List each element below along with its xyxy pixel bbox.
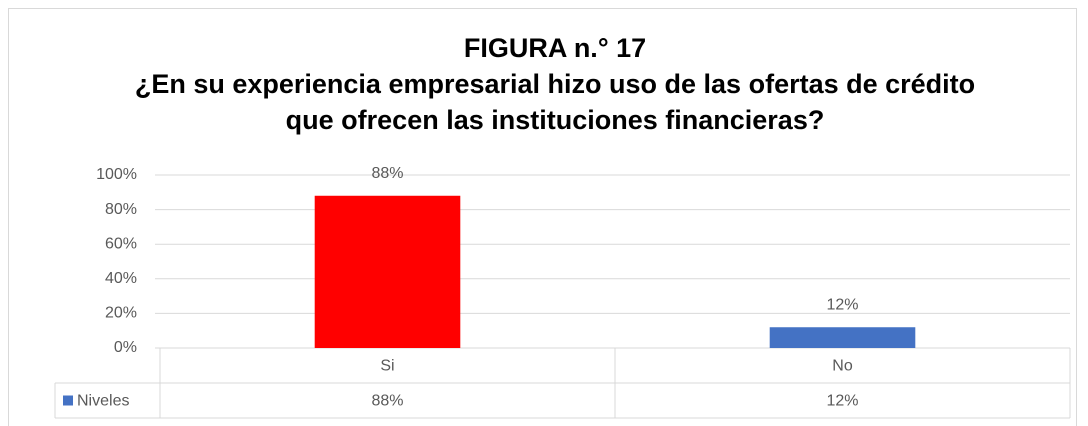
bar [769, 327, 916, 348]
x-tick-label: No [832, 358, 853, 375]
y-tick-label: 100% [96, 166, 137, 183]
data-label: 12% [826, 296, 858, 313]
legend-key [63, 395, 73, 406]
x-tick-label: Si [380, 358, 394, 375]
y-tick-label: 40% [105, 270, 137, 287]
legend-label: Niveles [77, 393, 129, 410]
data-label: 88% [371, 165, 403, 182]
y-tick-label: 0% [114, 339, 137, 356]
chart-frame [8, 8, 1077, 426]
y-tick-label: 80% [105, 201, 137, 218]
table-value: 12% [826, 393, 858, 410]
y-tick-label: 20% [105, 305, 137, 322]
chart-subtitle: ¿En su experiencia empresarial hizo uso … [134, 69, 976, 135]
bar [314, 195, 461, 348]
y-tick-label: 60% [105, 235, 137, 252]
table-value: 88% [371, 393, 403, 410]
chart-title: FIGURA n.° 17 [463, 33, 647, 63]
